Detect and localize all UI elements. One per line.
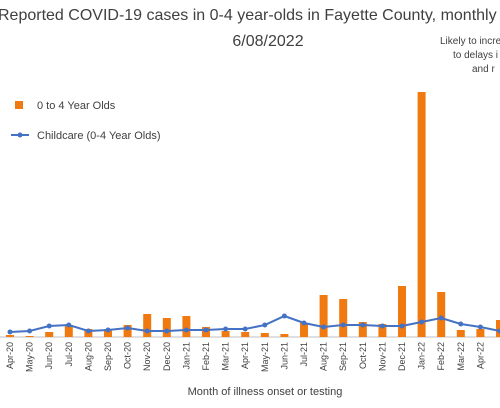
marker <box>183 327 189 333</box>
bar <box>64 325 73 337</box>
marker <box>262 322 268 328</box>
x-tick-label: Sep-21 <box>338 342 348 371</box>
bar <box>45 332 54 337</box>
legend-label: Childcare (0-4 Year Olds) <box>37 130 161 142</box>
legend-label: 0 to 4 Year Olds <box>37 100 116 112</box>
marker <box>105 327 111 333</box>
marker <box>66 322 72 328</box>
x-tick-label: Nov-21 <box>377 342 387 371</box>
marker <box>242 326 248 332</box>
x-tick-label: Jun-20 <box>44 342 54 370</box>
marker <box>27 328 33 334</box>
marker <box>379 323 385 329</box>
bar <box>104 329 112 337</box>
x-tick-label: Jul-21 <box>299 342 309 367</box>
marker <box>203 327 209 333</box>
bar <box>496 320 500 337</box>
x-tick-label: Mar-22 <box>456 342 466 371</box>
annotation: to delays i <box>453 50 498 61</box>
marker <box>7 329 13 335</box>
x-tick-label: Nov-20 <box>142 342 152 371</box>
marker <box>46 323 52 329</box>
x-tick-label: Apr-21 <box>240 342 250 369</box>
marker <box>144 328 150 334</box>
x-tick-label: Jan-22 <box>417 342 427 370</box>
annotation: and r <box>472 64 495 75</box>
marker <box>399 323 405 329</box>
marker <box>419 319 425 325</box>
marker <box>340 322 346 328</box>
x-tick-label: Jan-21 <box>181 342 191 370</box>
bar <box>358 322 367 337</box>
x-tick-label: Dec-20 <box>162 342 172 371</box>
x-tick-label: Feb-21 <box>201 342 211 371</box>
chart-title: Reported COVID-19 cases in 0-4 year-olds… <box>0 7 497 24</box>
bar <box>221 331 230 337</box>
x-tick-label: May-20 <box>25 342 35 372</box>
bar <box>437 292 446 337</box>
bar <box>417 92 426 337</box>
marker <box>360 322 366 328</box>
bar <box>280 334 289 337</box>
x-tick-label: Aug-20 <box>83 342 93 371</box>
bar <box>143 314 152 337</box>
x-tick-label: Mar-21 <box>221 342 231 371</box>
marker <box>458 321 464 327</box>
x-tick-label: Jun-21 <box>279 342 289 370</box>
marker <box>321 324 327 330</box>
marker <box>301 320 307 326</box>
marker <box>477 324 483 330</box>
bar <box>300 323 308 337</box>
bar <box>476 329 485 337</box>
marker <box>281 313 287 319</box>
bar <box>162 318 171 337</box>
bar <box>456 330 465 337</box>
bar <box>260 333 269 337</box>
bar <box>25 336 34 337</box>
x-tick-label: Apr-20 <box>5 342 15 369</box>
marker <box>223 326 229 332</box>
marker <box>85 328 91 334</box>
bar <box>378 324 387 337</box>
x-tick-label: May-21 <box>260 342 270 372</box>
x-tick-label: Dec-21 <box>397 342 407 371</box>
x-tick-label: Apr-22 <box>475 342 485 369</box>
legend-swatch <box>15 101 23 109</box>
x-tick-label: Oct-20 <box>123 342 133 369</box>
x-tick-label: Jul-20 <box>64 342 74 367</box>
x-tick-label: Oct-21 <box>358 342 368 369</box>
legend-swatch <box>17 132 23 138</box>
bar <box>398 286 406 337</box>
bar <box>123 325 132 337</box>
annotation: Likely to incre <box>440 36 500 47</box>
chart-subtitle: 6/08/2022 <box>232 33 303 50</box>
bar <box>339 299 348 337</box>
bar <box>182 316 191 337</box>
marker <box>125 325 131 331</box>
x-axis-label: Month of illness onset or testing <box>188 386 343 398</box>
marker <box>497 328 500 334</box>
bar <box>6 335 14 337</box>
bar <box>241 332 250 337</box>
bar <box>319 295 328 337</box>
line <box>9 314 500 333</box>
x-tick-label: Aug-21 <box>319 342 329 371</box>
x-tick-label: Feb-22 <box>436 342 446 371</box>
marker <box>164 328 170 334</box>
x-tick-label: Sep-20 <box>103 342 113 371</box>
marker <box>438 315 444 321</box>
